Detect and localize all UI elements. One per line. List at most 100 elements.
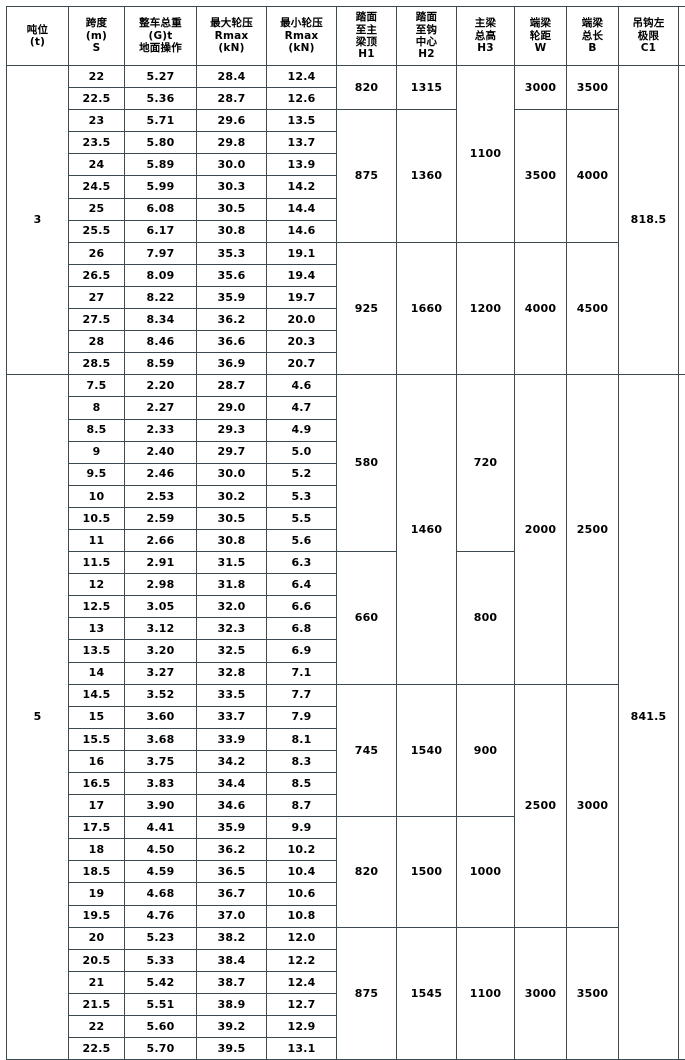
cell-weight: 6.17 [125, 220, 197, 242]
cell-weight: 2.46 [125, 463, 197, 485]
cell-h1: 660 [337, 552, 397, 685]
cell-weight: 3.20 [125, 640, 197, 662]
cell-span: 18.5 [69, 861, 125, 883]
column-header-line: B [567, 42, 618, 54]
cell-h3: 900 [457, 684, 515, 817]
cell-rmax: 38.4 [197, 949, 267, 971]
cell-rmin: 13.5 [267, 110, 337, 132]
cell-rmax: 33.5 [197, 684, 267, 706]
cell-rmax: 38.2 [197, 927, 267, 949]
cell-rmax: 31.8 [197, 574, 267, 596]
cell-rmin: 20.7 [267, 353, 337, 375]
cell-rmax: 35.9 [197, 817, 267, 839]
cell-span: 25 [69, 198, 125, 220]
column-header-line: (G)t [125, 30, 196, 42]
cell-span: 24 [69, 154, 125, 176]
cell-rmin: 10.4 [267, 861, 337, 883]
cell-weight: 3.60 [125, 706, 197, 728]
cell-span: 22 [69, 66, 125, 88]
cell-rmax: 36.2 [197, 309, 267, 331]
cell-rmin: 8.5 [267, 773, 337, 795]
cell-rmax: 36.6 [197, 331, 267, 353]
cell-rmax: 30.8 [197, 529, 267, 551]
cell-weight: 5.42 [125, 971, 197, 993]
cell-rmin: 12.0 [267, 927, 337, 949]
cell-weight: 6.08 [125, 198, 197, 220]
cell-c1: 841.5 [619, 375, 679, 1060]
cell-span: 23.5 [69, 132, 125, 154]
cell-h3: 800 [457, 552, 515, 685]
cell-span: 27 [69, 286, 125, 308]
cell-span: 20.5 [69, 949, 125, 971]
cell-w: 2500 [515, 684, 567, 927]
cell-h3: 1000 [457, 817, 515, 927]
cell-h1: 820 [337, 66, 397, 110]
cell-h1: 820 [337, 817, 397, 927]
cell-h2: 1315 [397, 66, 457, 110]
cell-rmin: 14.4 [267, 198, 337, 220]
cell-w: 2000 [515, 375, 567, 684]
cell-rmin: 10.6 [267, 883, 337, 905]
column-header-line: 至钩 [397, 24, 456, 36]
cell-span: 14.5 [69, 684, 125, 706]
cell-weight: 4.50 [125, 839, 197, 861]
cell-rmin: 12.2 [267, 949, 337, 971]
column-header-line: (t) [7, 36, 68, 48]
cell-span: 12.5 [69, 596, 125, 618]
cell-rmin: 19.7 [267, 286, 337, 308]
cell-rmax: 29.0 [197, 397, 267, 419]
cell-span: 11 [69, 529, 125, 551]
cell-tonnage: 3 [7, 66, 69, 375]
cell-span: 9 [69, 441, 125, 463]
cell-rmin: 12.4 [267, 66, 337, 88]
cell-c2: 1291 [679, 66, 685, 375]
column-header-line: S [69, 42, 124, 54]
column-header-line: 端梁 [567, 17, 618, 29]
column-header-line: H3 [457, 42, 514, 54]
cell-span: 21.5 [69, 993, 125, 1015]
cell-rmin: 6.4 [267, 574, 337, 596]
cell-span: 16 [69, 750, 125, 772]
cell-b: 2500 [567, 375, 619, 684]
cell-weight: 5.51 [125, 993, 197, 1015]
cell-w: 3500 [515, 110, 567, 243]
cell-weight: 3.75 [125, 750, 197, 772]
cell-weight: 8.59 [125, 353, 197, 375]
cell-rmin: 6.3 [267, 552, 337, 574]
cell-rmin: 19.1 [267, 242, 337, 264]
cell-weight: 3.52 [125, 684, 197, 706]
cell-h2: 1500 [397, 817, 457, 927]
cell-weight: 5.70 [125, 1038, 197, 1060]
column-header-line: 梁顶 [337, 36, 396, 48]
cell-span: 13.5 [69, 640, 125, 662]
cell-rmax: 30.5 [197, 198, 267, 220]
cell-weight: 7.97 [125, 242, 197, 264]
cell-tonnage: 5 [7, 375, 69, 1060]
cell-span: 11.5 [69, 552, 125, 574]
cell-rmax: 30.2 [197, 485, 267, 507]
cell-span: 15.5 [69, 728, 125, 750]
cell-rmax: 36.9 [197, 353, 267, 375]
cell-b: 3500 [567, 927, 619, 1060]
cell-span: 21 [69, 971, 125, 993]
cell-h1: 580 [337, 375, 397, 552]
cell-span: 7.5 [69, 375, 125, 397]
cell-rmax: 28.7 [197, 88, 267, 110]
cell-weight: 4.41 [125, 817, 197, 839]
cell-rmin: 8.1 [267, 728, 337, 750]
cell-span: 15 [69, 706, 125, 728]
column-header-line: 轮距 [515, 30, 566, 42]
cell-rmin: 4.6 [267, 375, 337, 397]
cell-h2: 1360 [397, 110, 457, 243]
cell-rmin: 5.5 [267, 507, 337, 529]
cell-rmax: 30.5 [197, 507, 267, 529]
cell-weight: 8.46 [125, 331, 197, 353]
cell-weight: 5.27 [125, 66, 197, 88]
cell-weight: 8.09 [125, 264, 197, 286]
cell-rmax: 35.3 [197, 242, 267, 264]
cell-b: 3000 [567, 684, 619, 927]
